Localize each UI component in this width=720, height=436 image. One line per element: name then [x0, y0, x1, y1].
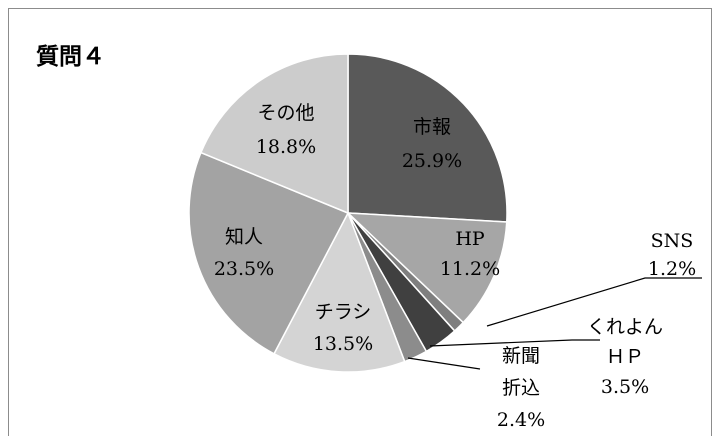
slice-label: 知人: [225, 226, 263, 248]
slice-label: その他: [257, 102, 314, 124]
leader-line: [407, 357, 481, 370]
chart-title: 質問４: [36, 43, 105, 70]
slice-label: くれよんＨＰ: [587, 316, 663, 368]
value-label: 23.5%: [214, 258, 274, 280]
slice-label: チラシ: [315, 301, 372, 323]
pie-slice: [347, 53, 508, 223]
value-label: 2.4%: [497, 409, 545, 431]
value-label: 18.8%: [256, 136, 316, 158]
pie-slice: [273, 211, 406, 373]
pie-slice: [199, 53, 349, 215]
value-label: 13.5%: [313, 333, 373, 355]
value-label: 25.9%: [402, 150, 462, 172]
value-label: 3.5%: [601, 376, 649, 398]
leader-line: [429, 339, 600, 347]
value-label: 11.2%: [440, 258, 500, 280]
slice-label: SNS: [651, 230, 694, 252]
pie-slice: [346, 212, 508, 324]
pie-slice: [188, 151, 350, 355]
slice-label: 市報: [413, 116, 451, 138]
slice-label: HP: [455, 228, 485, 250]
slice-label: 新聞折込: [502, 345, 540, 399]
leader-line: [486, 277, 702, 327]
value-label: 1.2%: [648, 258, 696, 280]
